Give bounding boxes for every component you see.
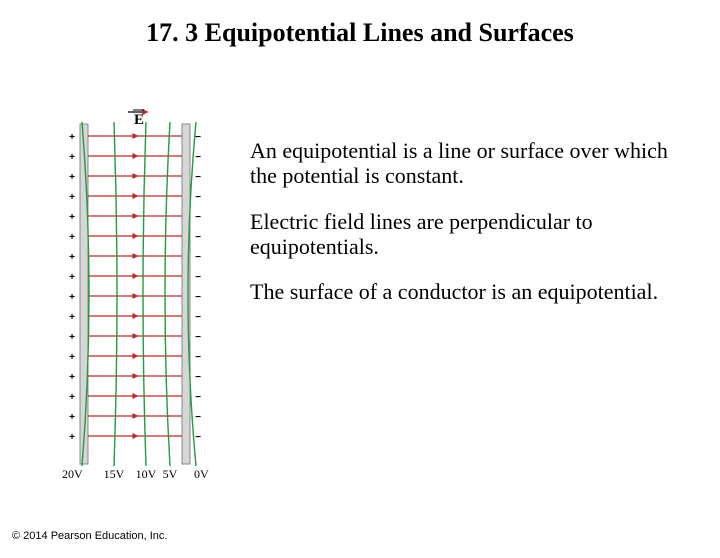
paragraph-1: An equipotential is a line or surface ov… bbox=[250, 138, 690, 189]
svg-text:−: − bbox=[195, 312, 201, 323]
svg-text:10V: 10V bbox=[136, 467, 157, 481]
equipotential-diagram: + − + − + − + − + − + − + − + − + − + − + − + − + − + − + − + − 20V 15V 10… bbox=[40, 108, 220, 488]
svg-text:−: − bbox=[195, 392, 201, 403]
copyright-text: © 2014 Pearson Education, Inc. bbox=[12, 530, 167, 542]
svg-text:−: − bbox=[195, 432, 201, 443]
svg-text:+: + bbox=[69, 152, 75, 163]
svg-text:+: + bbox=[69, 312, 75, 323]
svg-text:+: + bbox=[69, 412, 75, 423]
paragraph-2: Electric field lines are perpendicular t… bbox=[250, 209, 690, 260]
text-column: An equipotential is a line or surface ov… bbox=[250, 138, 690, 488]
content-row: + − + − + − + − + − + − + − + − + − + − + − + − + − + − + − + − 20V 15V 10… bbox=[40, 108, 690, 488]
paragraph-3: The surface of a conductor is an equipot… bbox=[250, 279, 690, 304]
svg-text:+: + bbox=[69, 212, 75, 223]
svg-text:+: + bbox=[69, 192, 75, 203]
svg-text:−: − bbox=[195, 332, 201, 343]
svg-text:+: + bbox=[69, 432, 75, 443]
svg-text:+: + bbox=[69, 392, 75, 403]
svg-text:−: − bbox=[195, 372, 201, 383]
svg-text:+: + bbox=[69, 292, 75, 303]
svg-text:20V: 20V bbox=[62, 467, 83, 481]
svg-text:−: − bbox=[195, 192, 201, 203]
svg-text:−: − bbox=[195, 352, 201, 363]
svg-text:+: + bbox=[69, 172, 75, 183]
svg-text:+: + bbox=[69, 252, 75, 263]
svg-text:−: − bbox=[195, 232, 201, 243]
svg-text:+: + bbox=[69, 272, 75, 283]
svg-text:−: − bbox=[195, 132, 201, 143]
page-title: 17. 3 Equipotential Lines and Surfaces bbox=[0, 18, 720, 48]
svg-text:−: − bbox=[195, 152, 201, 163]
svg-text:0V: 0V bbox=[194, 467, 209, 481]
svg-text:+: + bbox=[69, 132, 75, 143]
svg-text:−: − bbox=[195, 412, 201, 423]
svg-text:15V: 15V bbox=[104, 467, 125, 481]
svg-text:5V: 5V bbox=[163, 467, 178, 481]
svg-text:+: + bbox=[69, 372, 75, 383]
svg-text:−: − bbox=[195, 212, 201, 223]
svg-text:E: E bbox=[134, 112, 144, 128]
diagram-svg: + − + − + − + − + − + − + − + − + − + − + − + − + − + − + − + − 20V 15V 10… bbox=[40, 108, 220, 488]
svg-text:−: − bbox=[195, 272, 201, 283]
svg-text:−: − bbox=[195, 292, 201, 303]
svg-text:−: − bbox=[195, 172, 201, 183]
svg-text:−: − bbox=[195, 252, 201, 263]
svg-text:+: + bbox=[69, 352, 75, 363]
svg-text:+: + bbox=[69, 232, 75, 243]
svg-text:+: + bbox=[69, 332, 75, 343]
